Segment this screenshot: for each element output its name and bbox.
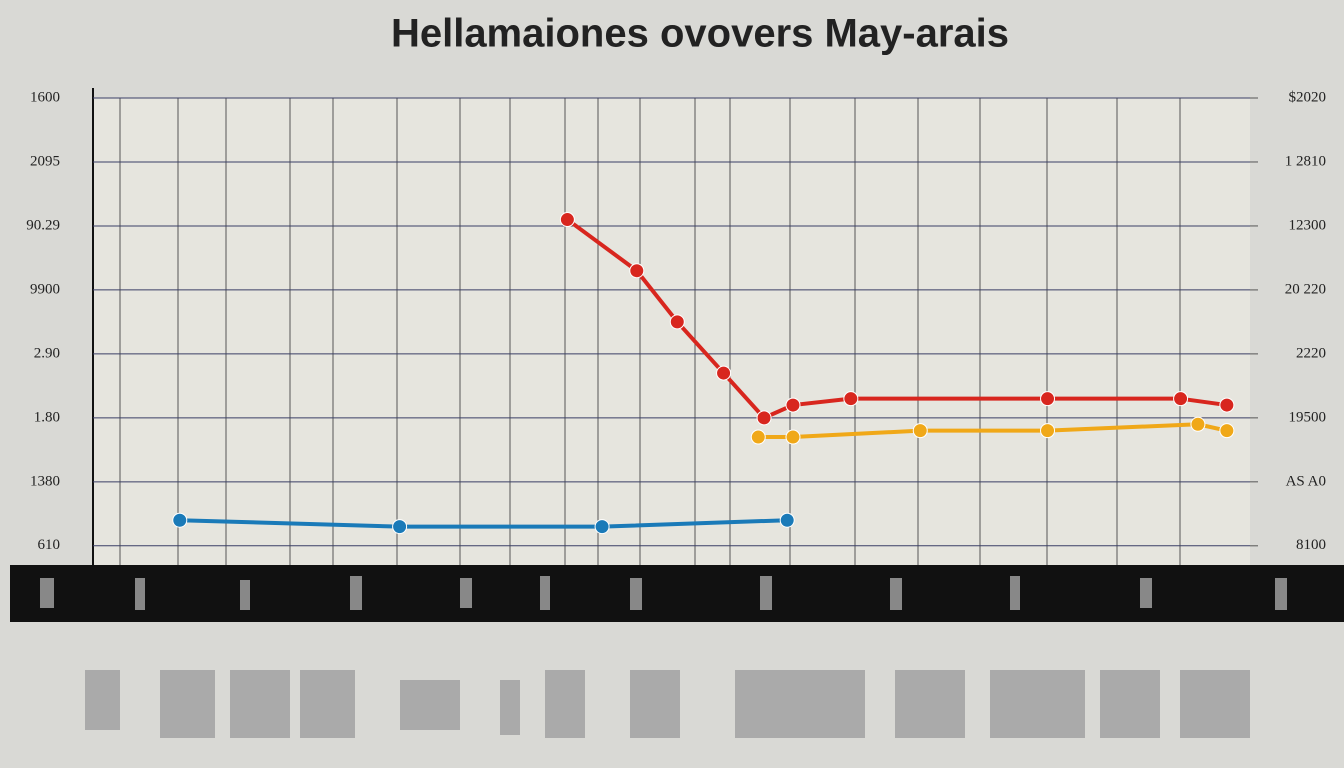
chart-title: Hellamaiones ovovers May-arais [391,12,1009,56]
data-point [785,429,801,445]
y-tick-label: 1600 [30,89,60,105]
series-line [179,518,788,529]
data-point [559,212,575,228]
y2-tick-label: 2220 [1296,345,1326,361]
y-tick-label: 1.80 [34,409,60,425]
bottom-labels [85,670,1250,738]
y2-tick-label: 1 2810 [1285,153,1326,169]
y2-tick-label: 20 220 [1285,281,1326,297]
data-point [843,391,859,407]
data-point [392,519,408,535]
data-point [1219,423,1235,439]
y-tick-label: 1380 [30,473,60,489]
data-point [779,512,795,528]
data-point [750,429,766,445]
bottom-band [10,565,1344,622]
data-point [594,519,610,535]
bottom-decoration [40,576,1287,610]
data-point [912,423,928,439]
y-tick-label: 90.29 [26,217,60,233]
y2-tick-label: 8100 [1296,537,1326,553]
y-tick-label: 610 [38,537,61,553]
data-point [1219,397,1235,413]
data-point [172,512,188,528]
vertical-grid [119,98,1181,565]
plot-area [93,98,1250,565]
y2-tick-label: 12300 [1289,217,1327,233]
series-line [566,217,1228,420]
data-point [756,410,772,426]
data-point [785,397,801,413]
y2-tick-label: $2020 [1289,89,1327,105]
y2-tick-label: AS A0 [1286,473,1326,489]
data-point [1040,391,1056,407]
data-point [1190,416,1206,432]
y-tick-label: 2.90 [34,345,60,361]
data-point [629,263,645,279]
y-tick-label: 2095 [30,153,60,169]
y-tick-label: 9900 [30,281,60,297]
data-point [716,365,732,381]
data-point [1040,423,1056,439]
data-point [1173,391,1189,407]
data-point [669,314,685,330]
y2-tick-label: 19500 [1289,409,1327,425]
